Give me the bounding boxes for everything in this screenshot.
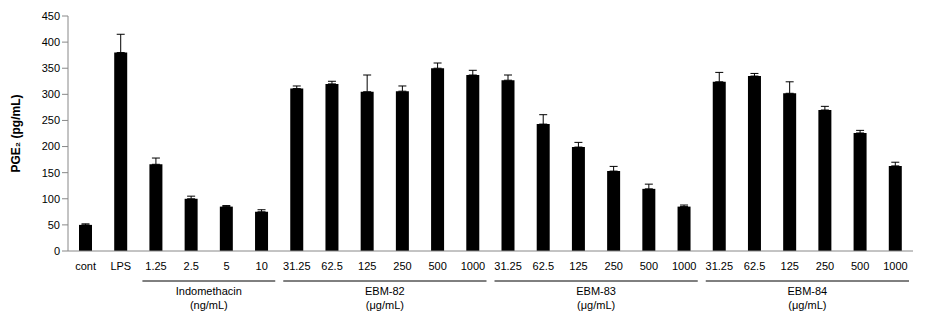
svg-text:Indomethacin: Indomethacin <box>176 285 242 297</box>
svg-text:1.25: 1.25 <box>145 260 166 272</box>
svg-text:250: 250 <box>605 260 623 272</box>
svg-text:125: 125 <box>781 260 799 272</box>
svg-text:62.5: 62.5 <box>533 260 554 272</box>
svg-text:5: 5 <box>223 260 229 272</box>
svg-text:125: 125 <box>569 260 587 272</box>
svg-text:(μg/mL): (μg/mL) <box>788 299 826 311</box>
svg-text:EBM-82: EBM-82 <box>365 285 405 297</box>
svg-text:1000: 1000 <box>883 260 907 272</box>
svg-text:1000: 1000 <box>461 260 485 272</box>
svg-text:EBM-83: EBM-83 <box>576 285 616 297</box>
svg-text:300: 300 <box>42 88 60 100</box>
svg-text:31.25: 31.25 <box>706 260 734 272</box>
svg-text:PGE₂ (pg/mL): PGE₂ (pg/mL) <box>9 95 23 173</box>
svg-text:250: 250 <box>393 260 411 272</box>
svg-text:LPS: LPS <box>110 260 131 272</box>
svg-text:31.25: 31.25 <box>283 260 311 272</box>
svg-text:150: 150 <box>42 167 60 179</box>
svg-text:500: 500 <box>851 260 869 272</box>
svg-text:450: 450 <box>42 10 60 22</box>
svg-text:250: 250 <box>42 114 60 126</box>
svg-text:125: 125 <box>358 260 376 272</box>
svg-text:350: 350 <box>42 62 60 74</box>
svg-text:EBM-84: EBM-84 <box>788 285 828 297</box>
svg-text:2.5: 2.5 <box>184 260 199 272</box>
svg-text:62.5: 62.5 <box>744 260 765 272</box>
svg-text:(μg/mL): (μg/mL) <box>366 299 404 311</box>
svg-text:(μg/mL): (μg/mL) <box>577 299 615 311</box>
svg-text:50: 50 <box>48 219 60 231</box>
svg-text:0: 0 <box>54 245 60 257</box>
svg-text:62.5: 62.5 <box>321 260 342 272</box>
svg-text:200: 200 <box>42 140 60 152</box>
svg-text:10: 10 <box>256 260 268 272</box>
svg-text:250: 250 <box>816 260 834 272</box>
svg-text:500: 500 <box>640 260 658 272</box>
svg-text:400: 400 <box>42 36 60 48</box>
svg-text:cont: cont <box>75 260 96 272</box>
svg-text:1000: 1000 <box>672 260 696 272</box>
svg-text:31.25: 31.25 <box>494 260 522 272</box>
svg-text:(ng/mL): (ng/mL) <box>190 299 228 311</box>
svg-text:100: 100 <box>42 193 60 205</box>
svg-text:500: 500 <box>429 260 447 272</box>
